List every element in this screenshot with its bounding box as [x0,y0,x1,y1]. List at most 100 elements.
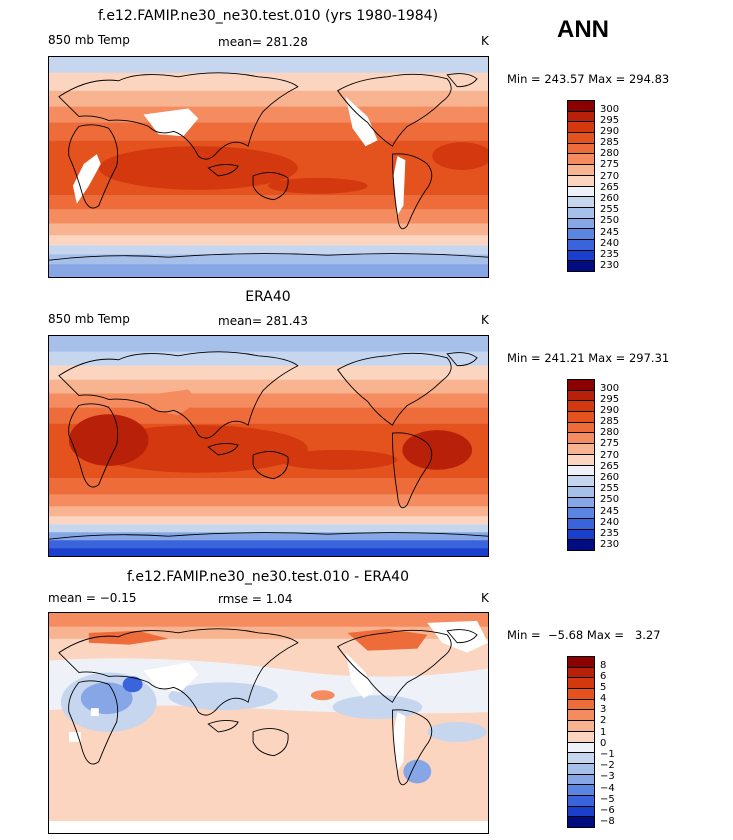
colorbar-tick-label: 255 [600,483,620,495]
colorbar-tick-label: 0 [600,737,607,749]
temperature-field-map-2 [49,336,488,556]
colorbar-swatch [568,153,594,165]
colorbar-swatch [568,666,594,678]
colorbar-tick-label: 280 [600,427,620,439]
colorbar-tick-label: 275 [600,438,620,450]
panel-1-unit: K [481,34,489,48]
colorbar-tick-label: −3 [600,771,615,783]
colorbar-swatch [568,730,594,742]
colorbar-swatch [568,174,594,186]
colorbar-tick-label: 285 [600,416,620,428]
colorbar-swatch [568,196,594,207]
colorbar-swatch [568,657,594,667]
colorbar-swatch [568,206,594,218]
colorbar-tick-label: 8 [600,659,607,671]
difference-field-map [49,613,488,833]
colorbar-tick-label: 240 [600,516,620,528]
colorbar-swatch [568,464,594,476]
colorbar-swatch [568,762,594,774]
colorbar-swatch [568,677,594,689]
panel-3-colorbar [567,656,595,828]
colorbar-swatch [568,539,594,550]
colorbar-swatch [568,110,594,122]
colorbar-swatch [568,217,594,229]
colorbar-tick-label: 285 [600,137,620,149]
colorbar-swatch [568,688,594,699]
panel-2-minmax: Min = 241.21 Max = 297.31 [507,351,670,365]
colorbar-swatch [568,249,594,261]
colorbar-swatch [568,453,594,465]
colorbar-swatch [568,698,594,710]
panel-1-map [48,56,489,278]
colorbar-tick-label: 245 [600,226,620,238]
panel-2-unit: K [481,313,489,327]
colorbar-tick-label: 295 [600,393,620,405]
colorbar-swatch [568,507,594,518]
colorbar-tick-label: 260 [600,472,620,483]
panel-3-title: f.e12.FAMIP.ne30_ne30.test.010 - ERA40 [127,569,409,585]
colorbar-swatch [568,517,594,529]
season-label: ANN [557,16,609,43]
colorbar-swatch [568,132,594,143]
colorbar-swatch [568,121,594,133]
colorbar-tick-label: −5 [600,793,615,805]
colorbar-tick-label: −2 [600,760,615,772]
colorbar-tick-label: 1 [600,726,607,738]
colorbar-tick-label: −4 [600,782,615,794]
colorbar-swatch [568,741,594,753]
colorbar-swatch [568,101,594,111]
panel-1-variable: 850 mb Temp [48,33,130,47]
panel-2-map [48,335,489,557]
panel-1-title: f.e12.FAMIP.ne30_ne30.test.010 (yrs 1980… [97,8,439,24]
colorbar-tick-label: 250 [600,215,620,227]
colorbar-tick-label: 275 [600,159,620,171]
colorbar-tick-label: −8 [600,816,615,828]
colorbar-tick-label: 255 [600,204,620,216]
colorbar-tick-label: 245 [600,505,620,517]
panel-2-colorbar-labels: 300 295 290 285 280 275 270 265 260 255 250 245 240 2… [600,383,619,551]
colorbar-tick-label: 2 [600,715,607,727]
colorbar-swatch [568,443,594,454]
colorbar-tick-label: 270 [600,170,620,182]
panel-1-minmax: Min = 243.57 Max = 294.83 [507,72,670,86]
colorbar-swatch [568,709,594,721]
colorbar-tick-label: 235 [600,248,620,260]
colorbar-tick-label: 240 [600,237,620,249]
colorbar-swatch [568,421,594,433]
panel-1-colorbar [567,100,595,272]
colorbar-tick-label: 4 [600,693,607,705]
colorbar-swatch [568,380,594,390]
colorbar-tick-label: 6 [600,670,607,682]
colorbar-tick-label: −1 [600,749,615,760]
colorbar-swatch [568,485,594,497]
colorbar-swatch [568,794,594,806]
panel-1-colorbar-labels: 300 295 290 285 280 275 270 265 260 255 250 245 240 2… [600,104,619,272]
panel-1-mean: mean= 281.28 [218,35,308,49]
colorbar-swatch [568,142,594,154]
colorbar-tick-label: 230 [600,260,620,272]
colorbar-tick-label: 265 [600,181,620,193]
colorbar-swatch [568,389,594,401]
panel-3-colorbar-labels: 8 6 5 4 3 2 1 0 −1 −2 −3 −4 −5 −6 −8 [600,660,615,828]
colorbar-swatch [568,475,594,486]
panel-3-mean: mean = −0.15 [48,591,137,605]
temperature-field-map-1 [49,57,488,277]
panel-2-variable: 850 mb Temp [48,312,130,326]
colorbar-swatch [568,260,594,271]
colorbar-swatch [568,496,594,508]
colorbar-swatch [568,720,594,731]
colorbar-swatch [568,238,594,250]
panel-3-minmax: Min = −5.68 Max = 3.27 [507,628,661,642]
colorbar-tick-label: 270 [600,449,620,461]
colorbar-swatch [568,816,594,827]
colorbar-tick-label: 5 [600,681,607,693]
colorbar-swatch [568,752,594,763]
panel-2-mean: mean= 281.43 [218,314,308,328]
colorbar-swatch [568,185,594,197]
panel-3-map [48,612,489,834]
colorbar-tick-label: 290 [600,404,620,416]
colorbar-swatch [568,228,594,239]
colorbar-tick-label: 250 [600,494,620,506]
colorbar-tick-label: 300 [600,382,620,394]
colorbar-tick-label: 3 [600,704,607,716]
